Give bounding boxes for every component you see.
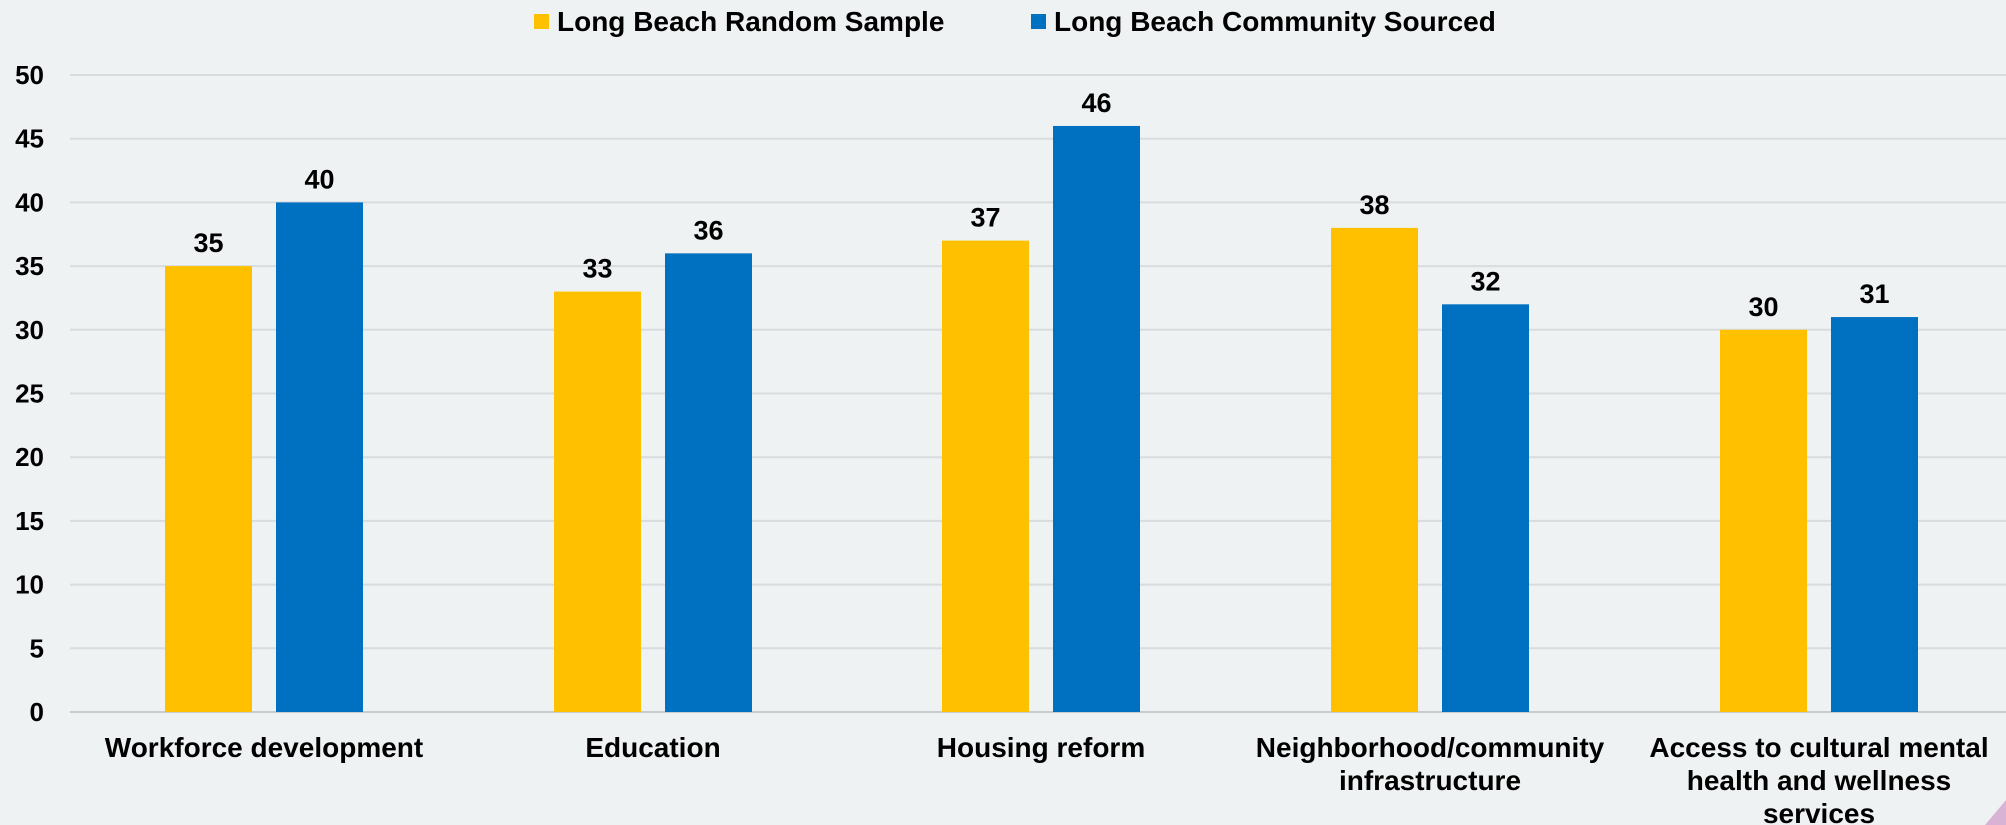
bars (165, 125, 1918, 713)
bar-random-sample (554, 291, 641, 712)
bar-random-sample (942, 240, 1029, 712)
x-category-label: Education (585, 732, 720, 763)
y-tick-label: 15 (15, 506, 44, 536)
bar-community-sourced (1831, 317, 1918, 712)
corner-decoration (1985, 800, 2006, 825)
x-category-label: health and wellness (1687, 765, 1952, 796)
data-label: 37 (970, 203, 1000, 233)
bar-random-sample (1720, 329, 1807, 712)
legend: Long Beach Random Sample Long Beach Commu… (534, 6, 1496, 37)
legend-label: Long Beach Community Sourced (1054, 6, 1496, 37)
bar-community-sourced (1053, 125, 1140, 712)
x-category-label: Housing reform (937, 732, 1145, 763)
y-tick-label: 20 (15, 442, 44, 472)
data-label: 36 (693, 215, 723, 245)
x-axis: Workforce development Education Housing re… (105, 732, 1989, 825)
legend-swatch (534, 14, 549, 29)
x-category-label: Access to cultural mental (1649, 732, 1988, 763)
bar-community-sourced (1442, 304, 1529, 712)
y-tick-label: 35 (15, 251, 44, 281)
y-tick-label: 45 (15, 124, 44, 154)
x-category-label: Workforce development (105, 732, 423, 763)
data-label: 38 (1359, 190, 1389, 220)
bar-random-sample (1331, 227, 1418, 712)
data-label: 35 (193, 228, 223, 258)
y-tick-label: 30 (15, 315, 44, 345)
x-category-label: Neighborhood/community (1256, 732, 1605, 763)
bar-community-sourced (665, 253, 752, 713)
legend-label: Long Beach Random Sample (557, 6, 944, 37)
y-tick-label: 40 (15, 187, 44, 217)
y-tick-label: 10 (15, 570, 44, 600)
data-label: 40 (304, 164, 334, 194)
x-category-label: infrastructure (1339, 765, 1521, 796)
data-label: 30 (1748, 292, 1778, 322)
y-tick-label: 5 (30, 633, 44, 663)
y-axis: 0 5 10 15 20 25 30 35 40 45 50 (15, 60, 44, 727)
data-labels: 35 33 37 38 30 40 36 46 32 31 (193, 88, 1889, 322)
legend-swatch (1031, 14, 1046, 29)
data-label: 46 (1081, 88, 1111, 118)
y-tick-label: 50 (15, 60, 44, 90)
y-tick-label: 25 (15, 379, 44, 409)
x-category-label: services (1763, 798, 1875, 825)
bar-community-sourced (276, 202, 363, 712)
data-label: 31 (1859, 279, 1889, 309)
y-tick-label: 0 (30, 697, 44, 727)
data-label: 32 (1470, 266, 1500, 296)
data-label: 33 (582, 254, 612, 284)
bar-random-sample (165, 266, 252, 712)
gridlines (70, 74, 2006, 713)
